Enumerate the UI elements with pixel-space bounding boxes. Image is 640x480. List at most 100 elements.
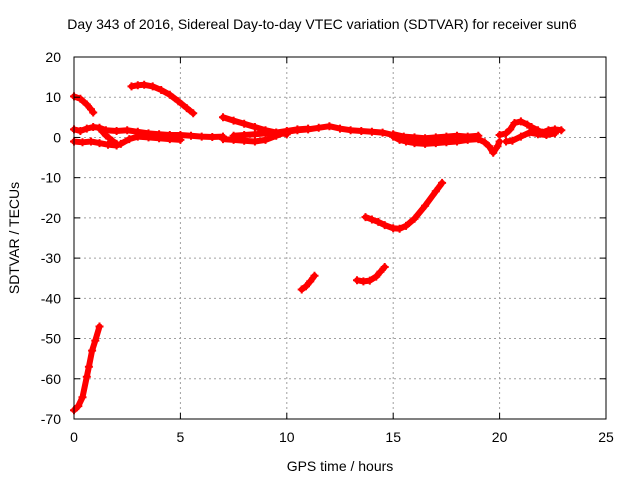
data-point xyxy=(431,187,440,196)
data-point xyxy=(421,134,430,143)
data-point xyxy=(272,128,281,137)
data-point xyxy=(88,346,97,355)
plot-frame xyxy=(73,56,607,420)
x-tick-label: 25 xyxy=(598,429,614,445)
data-point xyxy=(380,263,389,271)
data-point xyxy=(516,132,525,141)
data-point xyxy=(410,214,419,223)
data-point xyxy=(174,97,183,106)
grid-lines xyxy=(74,57,606,419)
data-point xyxy=(95,124,104,133)
data-point xyxy=(95,139,104,148)
data-point xyxy=(140,80,149,89)
data-point xyxy=(76,94,85,103)
data-point xyxy=(346,126,355,135)
data-point xyxy=(240,119,249,128)
data-point xyxy=(378,128,387,137)
data-point xyxy=(367,127,376,136)
data-point xyxy=(442,132,451,141)
data-point xyxy=(525,128,534,137)
data-point xyxy=(240,131,249,139)
data-point xyxy=(127,82,136,91)
data-point xyxy=(189,109,198,118)
data-point xyxy=(374,217,383,226)
data-point xyxy=(87,137,95,146)
data-point xyxy=(402,221,410,230)
data-point xyxy=(78,393,87,402)
data-point xyxy=(506,125,515,134)
y-tick-label: -30 xyxy=(41,250,61,266)
y-tick-label: 20 xyxy=(45,49,61,65)
data-point xyxy=(325,122,334,131)
y-tick-label: -50 xyxy=(41,331,61,347)
data-point xyxy=(380,221,389,230)
data-point xyxy=(399,132,408,141)
data-point xyxy=(229,116,238,125)
data-point xyxy=(82,124,91,133)
data-point xyxy=(125,135,134,144)
y-tick-label: 10 xyxy=(45,89,61,105)
data-point xyxy=(508,136,517,145)
data-point xyxy=(357,127,366,135)
x-tick-label: 5 xyxy=(177,429,185,445)
data-point xyxy=(489,148,498,157)
data-point xyxy=(89,108,98,117)
data-point xyxy=(84,362,93,371)
data-point xyxy=(431,133,440,142)
y-tick-label: -40 xyxy=(41,290,61,306)
data-point xyxy=(78,138,87,147)
data-point xyxy=(182,104,191,113)
data-point xyxy=(74,402,83,411)
y-axis-label: SDTVAR / TECUs xyxy=(6,182,22,294)
data-point xyxy=(91,336,100,345)
data-point xyxy=(208,133,217,141)
data-point xyxy=(112,127,121,135)
data-point xyxy=(510,119,519,127)
data-point xyxy=(533,130,542,139)
y-tick-label: -10 xyxy=(41,170,61,186)
data-point xyxy=(557,126,566,135)
data-point xyxy=(474,131,483,140)
data-point xyxy=(527,123,536,131)
data-point xyxy=(302,282,310,291)
x-tick-label: 15 xyxy=(385,429,401,445)
data-point xyxy=(250,123,259,131)
data-point xyxy=(495,131,504,139)
data-point xyxy=(95,322,104,331)
data-point xyxy=(197,132,206,141)
data-point xyxy=(133,132,142,141)
data-point xyxy=(304,124,313,133)
data-point xyxy=(282,127,291,135)
data-point xyxy=(485,142,493,151)
data-point xyxy=(250,137,259,146)
series-trace-baseline-start-c xyxy=(96,125,120,147)
data-point xyxy=(101,131,110,140)
data-point xyxy=(112,139,121,148)
x-tick-label: 10 xyxy=(279,429,295,445)
data-point xyxy=(389,130,398,139)
data-point xyxy=(376,267,385,276)
data-point xyxy=(516,117,525,126)
data-point xyxy=(165,135,174,144)
data-point xyxy=(353,276,361,285)
data-series xyxy=(70,80,566,415)
data-point xyxy=(144,133,153,142)
data-point xyxy=(502,129,510,138)
y-axis-ticks: -70 -60 -50 -40 -30 -20 -10 0 10 20 xyxy=(41,49,606,427)
data-point xyxy=(219,113,227,122)
data-point xyxy=(293,125,302,134)
data-point xyxy=(372,272,381,281)
data-point xyxy=(542,131,551,139)
data-point xyxy=(493,142,502,151)
data-point xyxy=(261,129,270,138)
chart-title: Day 343 of 2016, Sidereal Day-to-day VTE… xyxy=(67,16,577,32)
x-tick-label: 20 xyxy=(492,429,508,445)
x-tick-label: 0 xyxy=(70,429,78,445)
data-point xyxy=(314,123,323,132)
data-point xyxy=(176,135,185,144)
x-axis-ticks: 0 5 10 15 20 25 xyxy=(70,57,614,445)
data-point xyxy=(550,129,559,138)
data-point xyxy=(148,82,157,91)
data-point xyxy=(165,90,174,99)
data-point xyxy=(367,215,376,224)
